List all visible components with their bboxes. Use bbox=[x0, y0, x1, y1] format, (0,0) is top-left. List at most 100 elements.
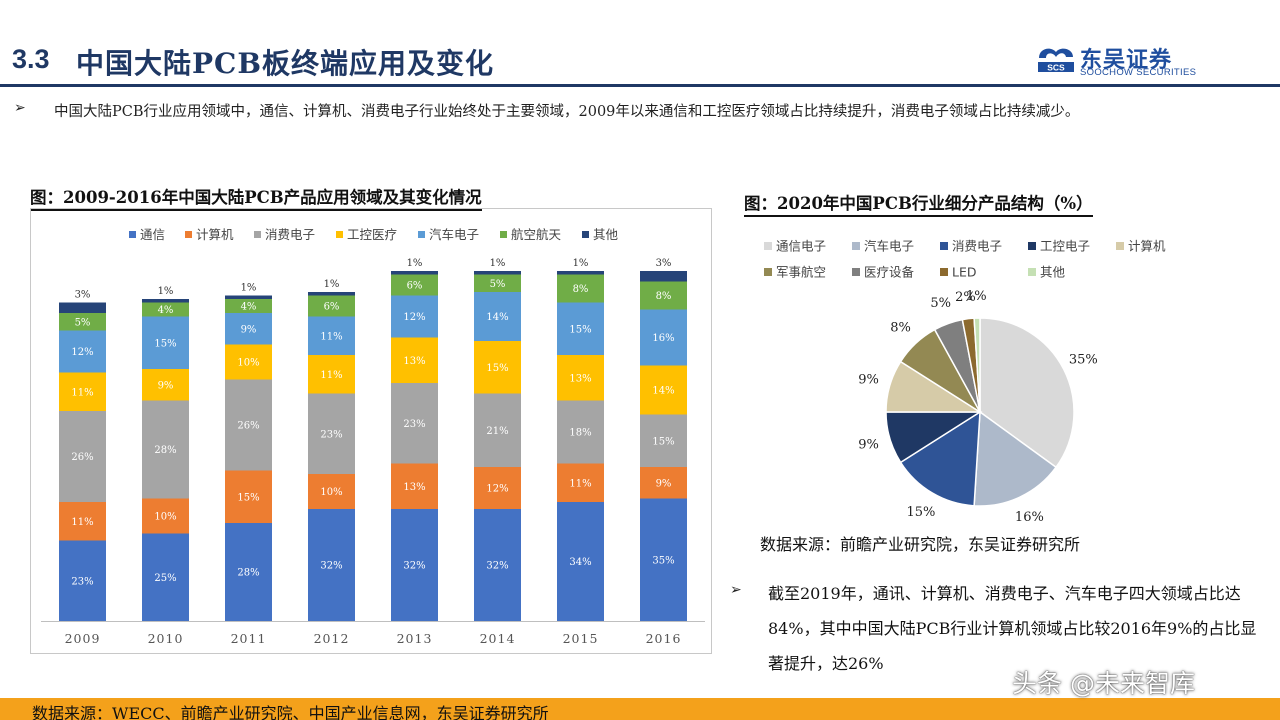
bar-segment bbox=[142, 369, 189, 401]
data-label: 8% bbox=[573, 284, 589, 295]
bar-segment bbox=[142, 316, 189, 369]
data-label: 14% bbox=[652, 386, 674, 397]
legend-swatch bbox=[336, 231, 343, 238]
bar-segment bbox=[142, 400, 189, 499]
slice-label: 1% bbox=[966, 289, 987, 304]
slice-label: 8% bbox=[890, 320, 911, 335]
legend-label: 汽车电子 bbox=[429, 227, 479, 242]
bar-segment bbox=[474, 393, 521, 467]
bar-segment bbox=[59, 540, 106, 621]
data-label: 1% bbox=[158, 286, 174, 297]
x-tick-label: 2010 bbox=[148, 631, 184, 646]
bar-segment bbox=[474, 467, 521, 509]
data-label: 15% bbox=[154, 338, 176, 349]
data-label: 3% bbox=[656, 258, 672, 269]
data-label: 15% bbox=[486, 363, 508, 374]
bar-segment bbox=[474, 341, 521, 394]
bar-segment bbox=[225, 299, 272, 313]
bar-segment bbox=[142, 299, 189, 303]
x-tick-label: 2016 bbox=[646, 631, 682, 646]
right-bullet-text: 截至2019年，通讯、计算机、消费电子、汽车电子四大领域占比达84%，其中中国大… bbox=[768, 584, 1257, 673]
bar-segment bbox=[308, 292, 355, 296]
bar-segment bbox=[308, 393, 355, 474]
legend-swatch bbox=[418, 231, 425, 238]
bar-segment bbox=[474, 274, 521, 292]
data-label: 9% bbox=[656, 478, 672, 489]
bar-segment bbox=[225, 379, 272, 471]
data-label: 14% bbox=[486, 312, 508, 323]
data-label: 9% bbox=[158, 380, 174, 391]
bar-segment bbox=[225, 523, 272, 621]
legend-label: 计算机 bbox=[1128, 239, 1166, 254]
legend-label: 军事航空 bbox=[776, 265, 826, 280]
slice-label: 35% bbox=[1069, 352, 1098, 367]
legend-label: 通信电子 bbox=[776, 239, 826, 254]
bar-segment bbox=[59, 302, 106, 313]
right-chart-heading: 图：2020年中国PCB行业细分产品结构（%） bbox=[744, 190, 1093, 217]
data-label: 10% bbox=[237, 358, 259, 369]
data-label: 26% bbox=[237, 421, 259, 432]
data-label: 32% bbox=[486, 561, 508, 572]
bar-segment bbox=[142, 302, 189, 317]
data-label: 5% bbox=[490, 279, 506, 290]
legend-swatch bbox=[764, 242, 772, 250]
bar-segment bbox=[557, 274, 604, 303]
stacked-bar-chart-frame: 通信 计算机 消费电子 工控医疗 汽车电子 航空航天 其他 23% 11% 26% 11% 12% 5%… bbox=[30, 208, 712, 654]
bar-segment bbox=[225, 313, 272, 345]
bar-segment bbox=[640, 365, 687, 415]
data-label: 4% bbox=[241, 302, 257, 313]
data-label: 5% bbox=[75, 317, 91, 328]
bar-segment bbox=[391, 295, 438, 338]
data-label: 16% bbox=[652, 333, 674, 344]
right-source-note: 数据来源：前瞻产业研究院，东吴证券研究所 bbox=[760, 535, 1081, 554]
slice-label: 16% bbox=[1015, 510, 1044, 525]
data-label: 26% bbox=[71, 452, 93, 463]
legend-label: 消费电子 bbox=[952, 239, 1002, 254]
data-label: 9% bbox=[241, 324, 257, 335]
bar-segment bbox=[557, 400, 604, 464]
bar-segment bbox=[59, 313, 106, 331]
data-label: 13% bbox=[569, 373, 591, 384]
pie-slice bbox=[973, 317, 981, 413]
data-label: 15% bbox=[652, 436, 674, 447]
logo-mark-text: SCS bbox=[1047, 63, 1065, 73]
legend-swatch bbox=[852, 242, 860, 250]
data-label: 11% bbox=[320, 331, 342, 342]
bar-segment bbox=[640, 498, 687, 621]
bar-segment bbox=[225, 295, 272, 299]
data-label: 13% bbox=[403, 356, 425, 367]
legend-label: LED bbox=[952, 265, 977, 280]
data-label: 18% bbox=[569, 428, 591, 439]
bar-segment bbox=[391, 271, 438, 275]
logo-name-en: SOOCHOW SECURITIES bbox=[1080, 67, 1197, 78]
x-tick-label: 2015 bbox=[563, 631, 599, 646]
bar-segment bbox=[391, 463, 438, 509]
data-label: 23% bbox=[71, 576, 93, 587]
legend-label: 其他 bbox=[1040, 265, 1066, 280]
legend-label: 消费电子 bbox=[265, 227, 315, 242]
data-label: 10% bbox=[154, 512, 176, 523]
legend-swatch bbox=[1116, 242, 1124, 250]
data-label: 12% bbox=[71, 347, 93, 358]
brand-logo: SCS 东吴证券 SOOCHOW SECURITIES bbox=[1036, 44, 1236, 78]
bar-segment bbox=[640, 467, 687, 499]
left-chart-heading: 图：2009-2016年中国大陆PCB产品应用领域及其变化情况 bbox=[30, 184, 482, 211]
x-tick-label: 2009 bbox=[65, 631, 101, 646]
bar-segment bbox=[640, 309, 687, 366]
data-label: 34% bbox=[569, 557, 591, 568]
bar-segment bbox=[474, 292, 521, 341]
bar-segment bbox=[474, 271, 521, 275]
legend-swatch bbox=[254, 231, 261, 238]
bar-segment bbox=[640, 414, 687, 467]
slice-label: 5% bbox=[930, 296, 951, 311]
stacked-bar-chart: 通信 计算机 消费电子 工控医疗 汽车电子 航空航天 其他 23% 11% 26% 11% 12% 5%… bbox=[41, 227, 705, 646]
bar-segment bbox=[308, 316, 355, 355]
bar-segment bbox=[557, 302, 604, 355]
logo-name-cn: 东吴证券 bbox=[1080, 48, 1173, 73]
data-label: 35% bbox=[652, 555, 674, 566]
bar-segment bbox=[557, 355, 604, 401]
slice-label: 2% bbox=[955, 290, 976, 305]
bar-segment bbox=[557, 463, 604, 502]
bar-segment bbox=[59, 372, 106, 411]
footer-source-note: 数据来源：WECC、前瞻产业研究院、中国产业信息网，东吴证券研究所 bbox=[32, 704, 549, 720]
